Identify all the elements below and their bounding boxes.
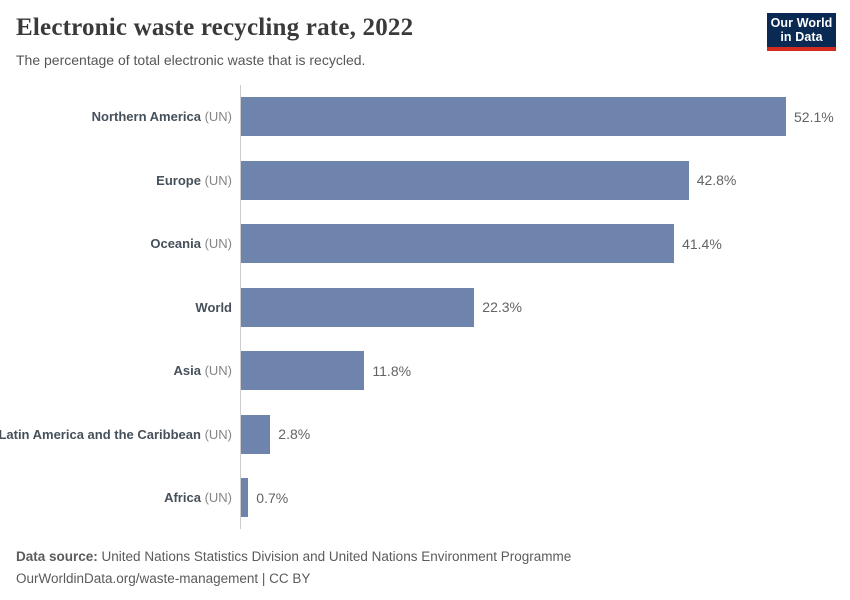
bar-row: Asia (UN) 11.8%: [16, 338, 836, 403]
bar-zone: 41.4%: [240, 211, 836, 276]
chart-footer: Data source: United Nations Statistics D…: [0, 529, 850, 590]
category-name: Latin America and the Caribbean: [0, 426, 201, 442]
bar-row: World 22.3%: [16, 275, 836, 339]
category-suffix: (UN): [200, 363, 232, 379]
attribution-line: OurWorldinData.org/waste-management | CC…: [16, 571, 311, 587]
bar-chart: Northern America (UN) 52.1% Europe (UN) 42.…: [0, 84, 850, 530]
bar: [241, 351, 365, 391]
value-label: 42.8%: [696, 172, 737, 189]
bar-row: Europe (UN) 42.8%: [16, 148, 836, 212]
data-source-label: Data source:: [16, 549, 98, 565]
value-label: 22.3%: [482, 299, 522, 316]
category-suffix: (UN): [200, 426, 232, 442]
page-title: Electronic waste recycling rate, 2022: [16, 14, 414, 41]
category-suffix: (UN): [200, 109, 232, 125]
bar-zone: 11.8%: [240, 338, 836, 403]
bar-row: Oceania (UN) 41.4%: [16, 211, 836, 276]
data-source-value: United Nations Statistics Division and U…: [101, 549, 572, 565]
category-label: Northern America (UN): [16, 85, 240, 149]
data-source-line: Data source: United Nations Statistics D…: [16, 546, 834, 568]
bar-zone: 2.8%: [240, 402, 836, 466]
category-name: Africa: [164, 490, 201, 506]
category-label: Asia (UN): [16, 339, 240, 403]
category-label: Latin America and the Caribbean (UN): [0, 402, 240, 466]
category-name: Northern America: [91, 109, 201, 125]
value-label: 11.8%: [372, 362, 412, 379]
bar-zone: 42.8%: [240, 148, 836, 212]
chart-header: Electronic waste recycling rate, 2022 Th…: [0, 0, 850, 69]
category-label: World: [16, 275, 240, 339]
bar: [241, 478, 249, 518]
owid-logo-line2: in Data: [780, 30, 823, 44]
category-label: Europe (UN): [16, 148, 240, 212]
value-label: 0.7%: [256, 489, 289, 506]
bar-chart-rows: Northern America (UN) 52.1% Europe (UN) 42.…: [0, 84, 836, 530]
bar-row: Africa (UN) 0.7%: [16, 465, 836, 530]
category-name: Europe: [156, 172, 201, 188]
bar: [241, 160, 689, 200]
bar: [241, 287, 475, 327]
category-name: Oceania: [150, 236, 201, 252]
category-name: Asia: [173, 363, 201, 379]
category-suffix: (UN): [200, 490, 232, 506]
bar-row: Latin America and the Caribbean (UN) 2.8%: [0, 402, 836, 466]
bar-zone: 22.3%: [240, 275, 836, 339]
category-label: Oceania (UN): [16, 212, 240, 276]
value-label: 2.8%: [278, 426, 311, 443]
bar-row: Northern America (UN) 52.1%: [16, 84, 836, 149]
category-suffix: (UN): [200, 236, 232, 252]
value-label: 41.4%: [682, 235, 722, 252]
category-label: Africa (UN): [16, 466, 240, 530]
owid-logo-line1: Our World: [770, 16, 833, 30]
category-name: World: [195, 299, 232, 315]
bar: [241, 414, 271, 454]
owid-logo: Our World in Data: [767, 13, 836, 51]
value-label: 52.1%: [794, 108, 834, 125]
bar: [241, 224, 675, 264]
bar: [241, 97, 786, 137]
bar-zone: 0.7%: [240, 465, 836, 530]
header-text: Electronic waste recycling rate, 2022 Th…: [16, 13, 413, 69]
chart-subtitle: The percentage of total electronic waste…: [16, 52, 366, 68]
bar-zone: 52.1%: [240, 84, 836, 149]
category-suffix: (UN): [200, 172, 232, 188]
